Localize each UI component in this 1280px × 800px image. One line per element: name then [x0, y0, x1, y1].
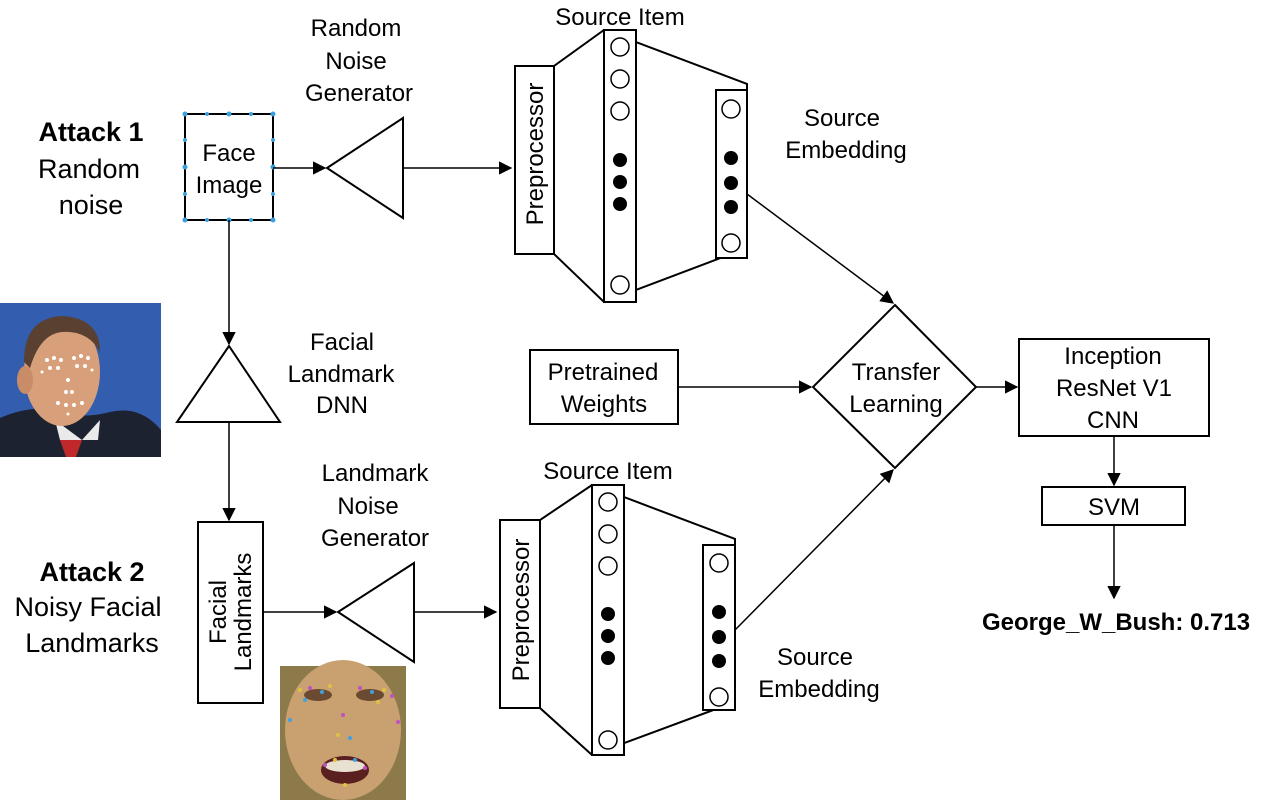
noisy-face-crop — [280, 660, 406, 800]
bottom-source-item-nodes — [598, 492, 618, 750]
attack2-label: Attack 2 Noisy Facial Landmarks — [14, 557, 161, 658]
attack1-line1: Random — [38, 154, 140, 184]
inception-line2: ResNet V1 — [1056, 375, 1172, 402]
noisy-landmark-dots — [288, 684, 400, 787]
bottom-embedding-nodes — [709, 553, 729, 707]
top-network: Source Item Preprocessor Source Embeddin… — [514, 4, 907, 304]
pretrained-weights-box: Pretrained Weights — [529, 349, 679, 425]
landmark-noise-generator-line1: Landmark — [322, 460, 430, 487]
attack2-title: Attack 2 — [39, 557, 144, 587]
bottom-network: Source Item Preprocessor Source Embeddin… — [499, 458, 880, 757]
svm-box: SVM — [1041, 486, 1186, 526]
inception-line1: Inception — [1064, 343, 1161, 370]
face-image-line2: Image — [196, 172, 263, 199]
arrow-top-embedding-to-transfer — [746, 193, 895, 304]
bottom-source-embedding-line1: Source — [777, 644, 853, 671]
connectors — [222, 161, 1121, 631]
random-noise-generator-line3: Generator — [305, 80, 413, 107]
facial-landmarks-line2: Landmarks — [230, 553, 257, 672]
random-noise-generator-line1: Random — [311, 15, 402, 42]
attack1-title: Attack 1 — [38, 117, 143, 147]
top-preprocessor-label: Preprocessor — [522, 83, 549, 226]
top-source-item-nodes — [610, 37, 630, 295]
arrow-bottom-embedding-to-transfer — [734, 469, 894, 631]
top-embedding-nodes — [721, 99, 741, 253]
bottom-preprocessor-label: Preprocessor — [508, 539, 535, 682]
face-image-line1: Face — [202, 140, 255, 167]
landmark-noise-generator-line3: Generator — [321, 525, 429, 552]
transfer-learning-line2: Learning — [849, 391, 942, 418]
facial-landmark-dnn: Facial Landmark DNN — [175, 329, 396, 423]
facial-landmark-dnn-line3: DNN — [316, 392, 368, 419]
face-image-box: Face Image — [182, 111, 276, 223]
landmark-noise-generator: Landmark Noise Generator — [321, 460, 430, 664]
top-source-item-label: Source Item — [555, 4, 684, 31]
facial-landmarks-box: Facial Landmarks — [197, 521, 264, 704]
classification-result: George_W_Bush: 0.713 — [982, 609, 1250, 636]
attack1-line2: noise — [59, 190, 124, 220]
pretrained-weights-line1: Pretrained — [548, 359, 659, 386]
attack1-label: Attack 1 Random noise — [38, 117, 144, 220]
transfer-learning-line1: Transfer — [852, 359, 940, 386]
attack2-line1: Noisy Facial — [14, 592, 161, 622]
transfer-learning-diamond: Transfer Learning — [811, 303, 978, 470]
facial-landmark-dnn-line1: Facial — [310, 329, 374, 356]
attack2-line2: Landmarks — [25, 628, 159, 658]
facial-landmark-dnn-line2: Landmark — [288, 361, 396, 388]
landmark-noise-generator-line2: Noise — [337, 493, 398, 520]
random-noise-generator: Random Noise Generator — [305, 15, 413, 220]
svm-label: SVM — [1088, 494, 1140, 521]
top-source-embedding-line2: Embedding — [785, 137, 906, 164]
pretrained-weights-line2: Weights — [561, 391, 647, 418]
face-photo — [0, 303, 161, 457]
random-noise-generator-line2: Noise — [325, 48, 386, 75]
facial-landmarks-line1: Facial — [205, 580, 232, 644]
bottom-source-embedding-line2: Embedding — [758, 676, 879, 703]
inception-line3: CNN — [1087, 407, 1139, 434]
landmark-dots — [40, 354, 94, 416]
top-source-embedding-line1: Source — [804, 105, 880, 132]
inception-resnet-box: Inception ResNet V1 CNN — [1018, 338, 1210, 437]
bottom-source-item-label: Source Item — [543, 458, 672, 485]
